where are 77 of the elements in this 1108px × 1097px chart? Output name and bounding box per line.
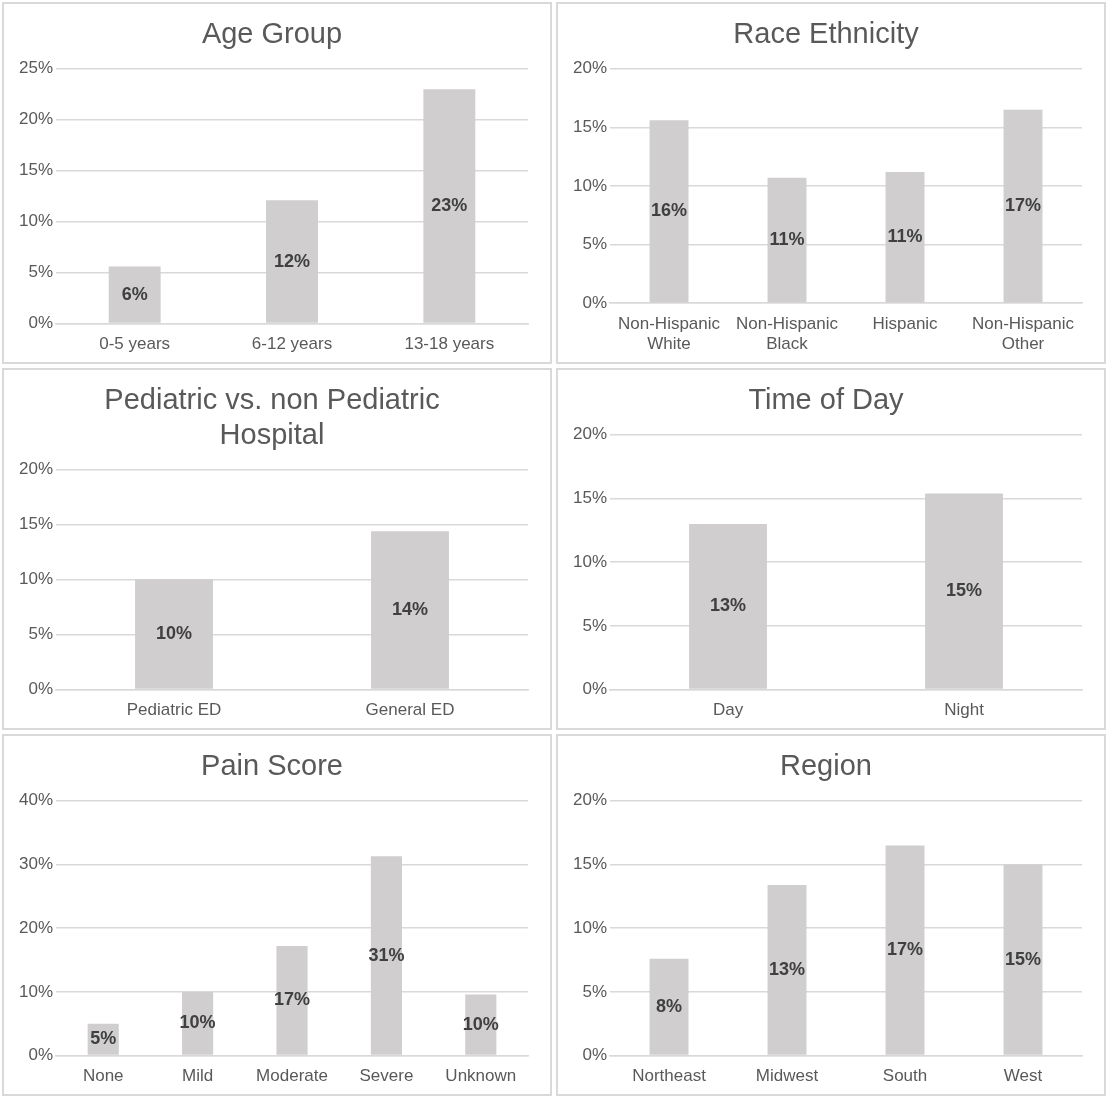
data-label: 10% bbox=[179, 1012, 216, 1033]
data-label: 31% bbox=[368, 944, 405, 965]
x-tick-label: 6-12 years bbox=[251, 334, 333, 354]
data-label: 11% bbox=[887, 226, 923, 247]
data-label: 23% bbox=[431, 194, 468, 215]
y-tick-label: 0% bbox=[582, 292, 608, 312]
x-tick-label: Night bbox=[944, 700, 985, 720]
x-tick-label: Non-Hispanic Other bbox=[971, 314, 1075, 354]
y-tick-label: 0% bbox=[28, 679, 54, 699]
data-label: 14% bbox=[391, 598, 429, 619]
data-label: 13% bbox=[769, 958, 806, 979]
y-tick-label: 15% bbox=[572, 488, 608, 508]
y-tick-label: 0% bbox=[582, 679, 608, 699]
data-label: 8% bbox=[656, 995, 683, 1016]
y-tick-label: 0% bbox=[28, 313, 54, 333]
chart-title: Race Ethnicity bbox=[733, 17, 920, 50]
y-tick-label: 15% bbox=[572, 854, 608, 874]
x-tick-label: Moderate bbox=[256, 1066, 328, 1086]
y-tick-label: 40% bbox=[18, 790, 54, 810]
data-label: 5% bbox=[90, 1028, 117, 1049]
x-tick-label: Non-Hispanic Black bbox=[735, 314, 839, 354]
y-tick-label: 15% bbox=[572, 117, 608, 137]
data-label: 12% bbox=[274, 250, 311, 271]
chart-title: Pain Score bbox=[201, 749, 343, 782]
y-tick-label: 25% bbox=[18, 58, 54, 78]
x-tick-label: Hispanic bbox=[872, 314, 939, 334]
x-tick-label: None bbox=[82, 1066, 124, 1086]
x-tick-label: Midwest bbox=[755, 1066, 819, 1086]
chart-title: Region bbox=[780, 749, 872, 782]
x-tick-label: 0-5 years bbox=[99, 334, 171, 354]
y-tick-label: 10% bbox=[572, 175, 608, 195]
data-label: 17% bbox=[274, 989, 311, 1010]
y-tick-label: 0% bbox=[28, 1045, 54, 1065]
chart-title: Age Group bbox=[201, 17, 343, 50]
data-label: 15% bbox=[945, 580, 983, 601]
y-tick-label: 0% bbox=[582, 1045, 608, 1065]
y-tick-label: 20% bbox=[572, 58, 608, 78]
y-tick-label: 15% bbox=[18, 514, 54, 534]
data-label: 13% bbox=[710, 595, 747, 616]
x-tick-label: 13-18 years bbox=[404, 334, 495, 354]
y-tick-label: 10% bbox=[572, 551, 608, 571]
x-tick-label: Unknown bbox=[445, 1066, 517, 1086]
data-label: 15% bbox=[1004, 948, 1042, 969]
data-label: 6% bbox=[121, 283, 148, 304]
x-tick-label: Severe bbox=[359, 1066, 414, 1086]
x-tick-label: Northeast bbox=[632, 1066, 707, 1086]
y-tick-label: 20% bbox=[18, 109, 54, 129]
y-tick-label: 20% bbox=[572, 424, 608, 444]
x-tick-label: Non-Hispanic White bbox=[618, 314, 721, 354]
y-tick-label: 10% bbox=[18, 981, 54, 1001]
data-label: 16% bbox=[651, 200, 688, 221]
data-label: 10% bbox=[462, 1013, 499, 1034]
y-tick-label: 5% bbox=[582, 615, 608, 635]
y-tick-label: 5% bbox=[582, 981, 608, 1001]
y-tick-label: 5% bbox=[28, 624, 54, 644]
y-tick-label: 20% bbox=[18, 459, 54, 479]
y-tick-label: 10% bbox=[572, 917, 608, 937]
x-tick-label: Mild bbox=[182, 1066, 214, 1086]
data-label: 17% bbox=[1004, 195, 1042, 216]
x-tick-label: West bbox=[1003, 1066, 1043, 1086]
chart-title: Time of Day bbox=[748, 383, 905, 416]
y-tick-label: 20% bbox=[572, 790, 608, 810]
y-tick-label: 20% bbox=[18, 917, 54, 937]
x-tick-label: South bbox=[882, 1066, 928, 1086]
x-tick-label: Day bbox=[712, 700, 744, 720]
y-tick-label: 15% bbox=[18, 160, 54, 180]
y-tick-label: 5% bbox=[28, 262, 54, 282]
x-tick-label: Pediatric ED bbox=[126, 700, 222, 720]
chart-title: Pediatric vs. non Pediatric Hospital bbox=[104, 383, 440, 451]
y-tick-label: 10% bbox=[18, 211, 54, 231]
data-label: 10% bbox=[156, 623, 193, 644]
x-tick-label: General ED bbox=[365, 700, 455, 720]
data-label: 17% bbox=[886, 939, 924, 960]
y-tick-label: 5% bbox=[582, 234, 608, 254]
y-tick-label: 30% bbox=[18, 854, 54, 874]
y-tick-label: 10% bbox=[18, 569, 54, 589]
data-label: 11% bbox=[769, 229, 805, 250]
